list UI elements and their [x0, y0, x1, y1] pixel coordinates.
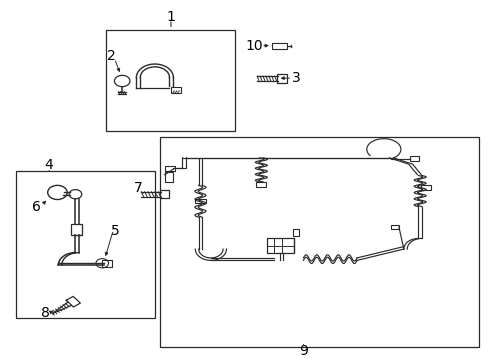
Bar	[160, 137, 479, 347]
Text: 7: 7	[133, 181, 142, 195]
Bar	[106, 30, 235, 131]
Text: 8: 8	[41, 306, 49, 320]
Bar	[16, 171, 155, 318]
Text: 4: 4	[45, 158, 53, 172]
Text: 5: 5	[111, 224, 119, 238]
Text: 9: 9	[299, 343, 308, 357]
Text: 2: 2	[107, 49, 115, 63]
Text: 1: 1	[167, 10, 175, 24]
Text: 6: 6	[32, 200, 41, 214]
Text: 3: 3	[292, 71, 300, 85]
Text: 10: 10	[245, 39, 263, 53]
